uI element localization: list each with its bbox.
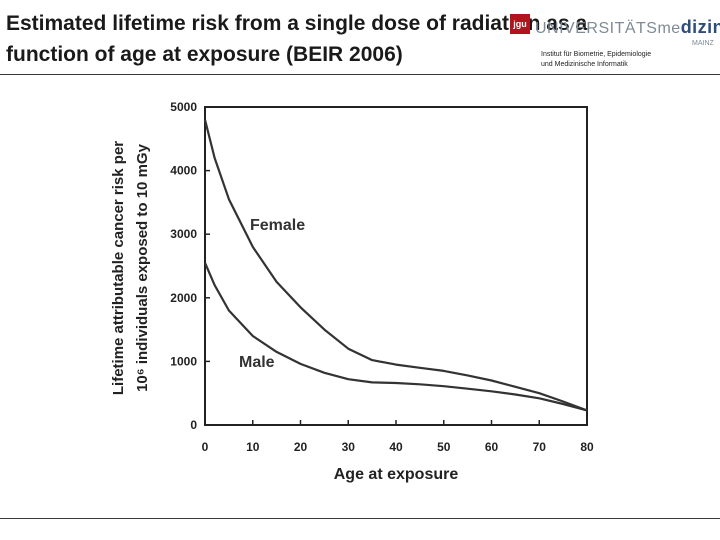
header-divider xyxy=(0,74,720,75)
x-tick-label: 60 xyxy=(485,440,499,454)
slide-title: Estimated lifetime risk from a single do… xyxy=(6,8,666,70)
x-axis-label: Age at exposure xyxy=(334,466,459,483)
university-logo-location: MAINZ xyxy=(692,40,714,47)
x-tick-label: 70 xyxy=(533,440,547,454)
wordmark-accent: dizin. xyxy=(680,17,720,37)
series-label-male: Male xyxy=(239,354,275,371)
institute-line-2: und Medizinische Informatik xyxy=(541,61,628,68)
y-tick-label: 0 xyxy=(190,418,197,432)
y-tick-label: 2000 xyxy=(170,291,197,305)
x-tick-label: 0 xyxy=(202,440,209,454)
y-axis-label-line-2: 10⁶ individuals exposed to 10 mGy xyxy=(134,143,151,391)
university-logo-mark: jgu xyxy=(510,14,530,34)
footer-divider xyxy=(0,518,720,519)
series-line-male xyxy=(203,262,588,412)
y-tick-label: 4000 xyxy=(170,164,197,178)
institute-name: Institut für Biometrie, Epidemiologie un… xyxy=(541,50,651,70)
series-label-female: Female xyxy=(250,217,305,234)
x-tick-label: 10 xyxy=(246,440,260,454)
institute-line-1: Institut für Biometrie, Epidemiologie xyxy=(541,51,652,58)
y-tick-label: 1000 xyxy=(170,354,197,368)
x-tick-label: 50 xyxy=(437,440,451,454)
y-tick-label: 5000 xyxy=(170,100,197,114)
x-tick-label: 40 xyxy=(389,440,403,454)
y-tick-label: 3000 xyxy=(170,227,197,241)
x-tick-label: 80 xyxy=(580,440,594,454)
y-axis-label-line-1: Lifetime attributable cancer risk per xyxy=(110,141,127,395)
x-tick-label: 30 xyxy=(342,440,356,454)
series-line-female xyxy=(203,119,588,412)
plot-frame xyxy=(204,106,588,426)
slide-title-line-1: Estimated lifetime risk from a single do… xyxy=(6,12,588,35)
slide-title-line-2: function of age at exposure (BEIR 2006) xyxy=(6,43,403,66)
university-logo-wordmark: UNIVERSITÄTSmedizin. xyxy=(535,17,720,38)
x-tick-label: 20 xyxy=(294,440,308,454)
wordmark-prefix: UNIVERSITÄTSme xyxy=(535,20,681,37)
